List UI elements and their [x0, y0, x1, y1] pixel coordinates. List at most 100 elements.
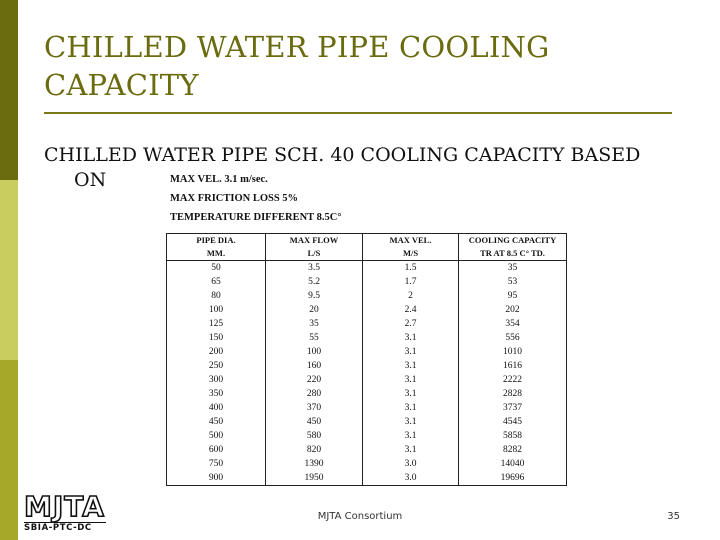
- cell-max-flow: 55: [265, 331, 363, 345]
- header-unit-ls: L/S: [265, 247, 363, 261]
- header-max-flow: MAX FLOW: [265, 233, 363, 247]
- cell-max-flow: 160: [265, 359, 363, 373]
- cell-capacity: 1616: [458, 359, 567, 373]
- table-row: 80 9.5 2 95: [166, 289, 567, 303]
- cell-capacity: 5858: [458, 429, 567, 443]
- cell-capacity: 354: [458, 317, 567, 331]
- cell-max-flow: 1390: [265, 457, 363, 471]
- slide-title: CHILLED WATER PIPE COOLING CAPACITY: [44, 30, 550, 102]
- table-row: 100 20 2.4 202: [166, 303, 567, 317]
- page-number: 35: [667, 511, 680, 522]
- subtitle-line-2: ON: [74, 169, 107, 191]
- cell-max-vel: 3.0: [362, 471, 459, 486]
- cell-pipe-dia: 125: [166, 317, 266, 331]
- cell-max-vel: 3.1: [362, 331, 459, 345]
- cell-max-vel: 3.1: [362, 345, 459, 359]
- sidebar-accent: [0, 0, 18, 540]
- cell-max-flow: 1950: [265, 471, 363, 486]
- table-row: 150 55 3.1 556: [166, 331, 567, 345]
- cell-max-flow: 820: [265, 443, 363, 457]
- cell-capacity: 14040: [458, 457, 567, 471]
- mjta-logo: MJTA SBIA-PTC-DC: [23, 490, 106, 534]
- cell-max-vel: 3.1: [362, 401, 459, 415]
- cell-max-flow: 370: [265, 401, 363, 415]
- cell-pipe-dia: 50: [166, 260, 266, 275]
- header-max-vel: MAX VEL.: [362, 233, 459, 247]
- table-row: 500 580 3.1 5858: [166, 429, 567, 443]
- cell-pipe-dia: 100: [166, 303, 266, 317]
- cell-max-flow: 35: [265, 317, 363, 331]
- logo-subtext: SBIA-PTC-DC: [24, 522, 106, 533]
- cell-pipe-dia: 65: [166, 275, 266, 289]
- header-unit-mm: MM.: [166, 247, 266, 261]
- cell-pipe-dia: 250: [166, 359, 266, 373]
- cell-capacity: 4545: [458, 415, 567, 429]
- subtitle-line-1: CHILLED WATER PIPE SCH. 40 COOLING CAPAC…: [44, 144, 641, 166]
- cell-pipe-dia: 500: [166, 429, 266, 443]
- cell-max-vel: 3.0: [362, 457, 459, 471]
- cell-max-vel: 3.1: [362, 359, 459, 373]
- table-row: 900 1950 3.0 19696: [166, 471, 567, 486]
- table-row: 750 1390 3.0 14040: [166, 457, 567, 471]
- logo-text: MJTA: [23, 490, 105, 523]
- cell-max-vel: 1.5: [362, 260, 459, 275]
- cell-max-flow: 20: [265, 303, 363, 317]
- table-row: 400 370 3.1 3737: [166, 401, 567, 415]
- cell-capacity: 1010: [458, 345, 567, 359]
- cell-max-flow: 220: [265, 373, 363, 387]
- title-divider: [44, 112, 672, 114]
- cell-max-vel: 1.7: [362, 275, 459, 289]
- note-max-velocity: MAX VEL. 3.1 m/sec.: [170, 174, 268, 185]
- cell-capacity: 3737: [458, 401, 567, 415]
- table-row: 600 820 3.1 8282: [166, 443, 567, 457]
- cell-max-vel: 3.1: [362, 387, 459, 401]
- header-pipe-dia: PIPE DIA.: [166, 233, 266, 247]
- cell-capacity: 53: [458, 275, 567, 289]
- slide-subtitle: CHILLED WATER PIPE SCH. 40 COOLING CAPAC…: [44, 143, 694, 193]
- cell-max-vel: 3.1: [362, 373, 459, 387]
- cell-max-flow: 100: [265, 345, 363, 359]
- table-row: 200 100 3.1 1010: [166, 345, 567, 359]
- sidebar-segment-top: [0, 0, 18, 180]
- cell-pipe-dia: 200: [166, 345, 266, 359]
- table-header-row-2: MM. L/S M/S TR AT 8.5 C° TD.: [166, 247, 567, 261]
- note-max-friction: MAX FRICTION LOSS 5%: [170, 193, 299, 204]
- table-row: 300 220 3.1 2222: [166, 373, 567, 387]
- cell-max-vel: 3.1: [362, 415, 459, 429]
- cell-max-vel: 3.1: [362, 443, 459, 457]
- cell-max-flow: 580: [265, 429, 363, 443]
- cell-max-flow: 5.2: [265, 275, 363, 289]
- sidebar-segment-bottom: [0, 360, 18, 540]
- design-notes: MAX VEL. 3.1 m/sec. MAX FRICTION LOSS 5%…: [170, 170, 342, 227]
- header-unit-tr: TR AT 8.5 C° TD.: [458, 247, 567, 261]
- cell-pipe-dia: 900: [166, 471, 266, 486]
- cell-pipe-dia: 450: [166, 415, 266, 429]
- cell-capacity: 8282: [458, 443, 567, 457]
- header-cooling-capacity: COOLING CAPACITY: [458, 233, 567, 247]
- cell-pipe-dia: 150: [166, 331, 266, 345]
- cell-max-vel: 2.7: [362, 317, 459, 331]
- cell-pipe-dia: 80: [166, 289, 266, 303]
- cell-pipe-dia: 350: [166, 387, 266, 401]
- cell-max-vel: 2.4: [362, 303, 459, 317]
- cell-max-flow: 450: [265, 415, 363, 429]
- cell-max-vel: 3.1: [362, 429, 459, 443]
- table-row: 350 280 3.1 2828: [166, 387, 567, 401]
- table-row: 65 5.2 1.7 53: [166, 275, 567, 289]
- table-row: 125 35 2.7 354: [166, 317, 567, 331]
- cell-capacity: 2222: [458, 373, 567, 387]
- cell-max-vel: 2: [362, 289, 459, 303]
- note-temperature: TEMPERATURE DIFFERENT 8.5C°: [170, 212, 342, 223]
- cell-capacity: 556: [458, 331, 567, 345]
- cell-max-flow: 3.5: [265, 260, 363, 275]
- header-unit-ms: M/S: [362, 247, 459, 261]
- table-header-row-1: PIPE DIA. MAX FLOW MAX VEL. COOLING CAPA…: [166, 233, 567, 247]
- footer-organization: MJTA Consortium: [317, 511, 403, 522]
- cell-capacity: 35: [458, 260, 567, 275]
- cell-pipe-dia: 400: [166, 401, 266, 415]
- table-row: 50 3.5 1.5 35: [166, 260, 567, 275]
- cell-pipe-dia: 600: [166, 443, 266, 457]
- cell-capacity: 19696: [458, 471, 567, 486]
- sidebar-segment-middle: [0, 180, 18, 360]
- cell-capacity: 202: [458, 303, 567, 317]
